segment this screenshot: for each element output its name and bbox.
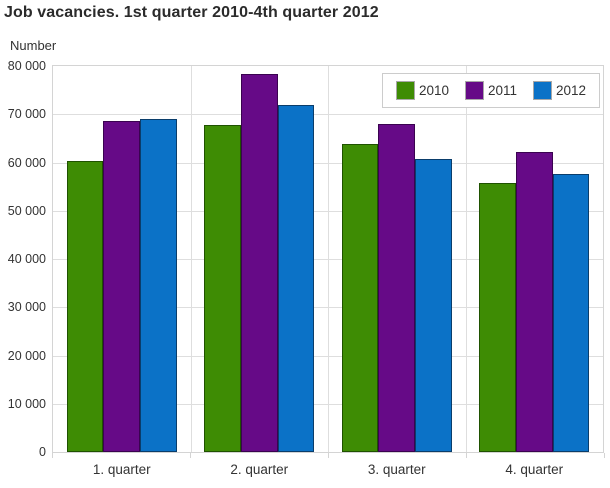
x-axis-tick bbox=[190, 453, 191, 458]
legend-swatch-2012 bbox=[533, 81, 553, 100]
bar-2012-q4[interactable] bbox=[552, 173, 590, 452]
bar-2010-q3[interactable] bbox=[341, 144, 379, 452]
x-tick-label: 3. quarter bbox=[367, 462, 426, 477]
x-axis-tick bbox=[328, 453, 329, 458]
chart-title: Job vacancies. 1st quarter 2010-4th quar… bbox=[4, 4, 379, 21]
bar-2010-q2[interactable] bbox=[204, 124, 241, 452]
plot-area bbox=[52, 65, 604, 453]
y-tick-label: 10 000 bbox=[7, 396, 46, 411]
x-gridline bbox=[190, 66, 192, 452]
bar-2011-q4[interactable] bbox=[515, 152, 553, 452]
y-tick-label: 40 000 bbox=[7, 252, 46, 266]
bar-2010-q4[interactable] bbox=[479, 182, 516, 452]
y-tick-label: 0 bbox=[39, 445, 46, 459]
y-tick-label: 70 000 bbox=[7, 107, 46, 122]
bar-2011-q1[interactable] bbox=[103, 120, 141, 452]
x-tick-label: 1. quarter bbox=[92, 462, 151, 477]
x-axis-tick bbox=[466, 453, 467, 458]
y-axis-title: Number bbox=[10, 38, 57, 53]
bar-2012-q3[interactable] bbox=[415, 159, 452, 452]
legend-label: 2010 bbox=[418, 83, 449, 98]
legend-swatch-2010 bbox=[395, 81, 415, 100]
y-tick-label: 50 000 bbox=[7, 203, 46, 218]
y-tick-label: 60 000 bbox=[7, 155, 46, 170]
legend-item-2011[interactable]: 2011 bbox=[464, 81, 518, 100]
legend-swatch-2011 bbox=[464, 81, 484, 100]
x-axis-tick bbox=[52, 453, 53, 458]
y-tick-label: 20 000 bbox=[7, 348, 46, 363]
legend-label: 2012 bbox=[556, 83, 587, 98]
y-tick-label: 30 000 bbox=[7, 300, 46, 315]
bar-2011-q3[interactable] bbox=[378, 123, 416, 452]
x-gridline bbox=[328, 66, 329, 452]
legend-item-2012[interactable]: 2012 bbox=[533, 81, 586, 100]
bar-2012-q2[interactable] bbox=[277, 104, 315, 452]
legend: 2010 2011 2012 bbox=[382, 73, 600, 108]
legend-label: 2011 bbox=[487, 83, 518, 98]
bar-2011-q2[interactable] bbox=[240, 73, 278, 452]
y-tick-label: 80 000 bbox=[7, 59, 46, 73]
bar-2012-q1[interactable] bbox=[140, 118, 177, 452]
x-tick-label: 4. quarter bbox=[505, 462, 564, 477]
legend-item-2010[interactable]: 2010 bbox=[395, 81, 449, 100]
x-tick-label: 2. quarter bbox=[230, 462, 289, 477]
bar-2010-q1[interactable] bbox=[66, 160, 104, 452]
x-axis-tick bbox=[604, 453, 605, 458]
x-gridline bbox=[465, 66, 467, 452]
